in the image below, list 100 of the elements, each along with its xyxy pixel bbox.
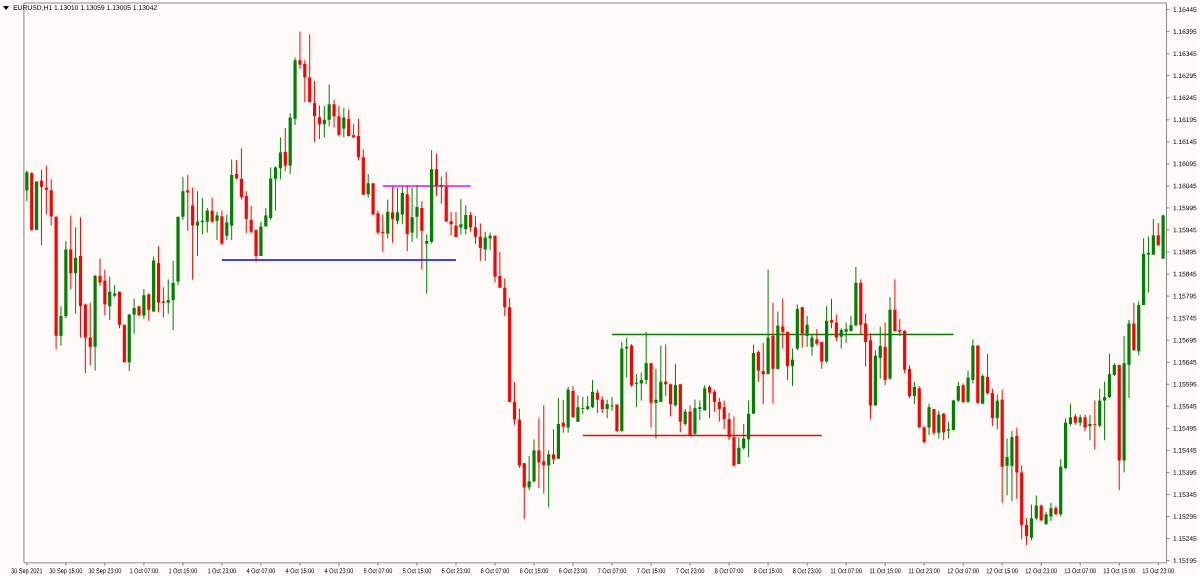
candlestick xyxy=(220,210,224,246)
candlestick xyxy=(78,216,83,339)
candlestick xyxy=(668,382,673,417)
candlestick xyxy=(449,211,453,236)
candlestick xyxy=(864,313,868,368)
candlestick xyxy=(912,381,916,405)
candlestick xyxy=(527,455,531,491)
candlestick xyxy=(561,399,565,434)
candlestick xyxy=(191,187,195,281)
candlestick xyxy=(1161,214,1165,260)
candlestick xyxy=(317,104,322,140)
candlestick xyxy=(717,397,721,423)
candlestick xyxy=(117,291,122,329)
candlestick xyxy=(366,173,370,199)
candlestick xyxy=(161,286,165,318)
candlestick xyxy=(1068,403,1073,427)
candlestick xyxy=(932,408,936,436)
candlestick xyxy=(30,171,34,232)
candlestick xyxy=(1137,300,1141,356)
candlestick xyxy=(961,382,965,404)
candlestick xyxy=(595,389,600,414)
candlestick xyxy=(239,147,244,201)
candlestick xyxy=(83,303,87,374)
candlestick xyxy=(181,176,185,221)
candlestick xyxy=(537,417,541,489)
candlestick xyxy=(337,105,341,137)
candlestick xyxy=(1093,400,1097,451)
candlestick xyxy=(937,410,941,440)
candlestick xyxy=(400,186,404,225)
candlestick xyxy=(654,368,658,440)
candlestick xyxy=(942,412,946,441)
candlestick xyxy=(746,400,751,458)
candlestick xyxy=(873,349,877,406)
candlestick xyxy=(405,185,409,252)
candlestick xyxy=(332,99,336,128)
candlestick xyxy=(410,187,414,243)
candlestick xyxy=(142,288,146,320)
candlestick xyxy=(166,278,170,315)
candlestick xyxy=(205,207,209,234)
candlestick xyxy=(390,186,395,244)
candlestick xyxy=(893,278,897,333)
candlestick xyxy=(186,174,190,232)
candlestick xyxy=(678,383,682,433)
candlestick xyxy=(430,149,434,245)
candlestick xyxy=(454,211,458,239)
candlestick xyxy=(1088,414,1092,441)
candlestick xyxy=(395,187,400,225)
candlestick xyxy=(1024,517,1029,546)
candlestick xyxy=(156,245,161,313)
candlestick xyxy=(176,215,180,286)
candlestick xyxy=(361,148,365,196)
candlestick xyxy=(927,403,931,436)
candlestick xyxy=(981,373,985,405)
candlestick xyxy=(1142,237,1146,306)
candlestick xyxy=(122,323,126,363)
candlestick xyxy=(215,211,219,241)
candlestick xyxy=(1063,417,1068,470)
candlestick xyxy=(425,233,429,295)
candlestick xyxy=(152,255,156,313)
candlestick xyxy=(39,169,44,246)
candlestick xyxy=(522,462,526,520)
candlestick xyxy=(615,404,619,433)
candlestick xyxy=(439,176,443,205)
candlestick xyxy=(342,107,346,138)
candlestick xyxy=(703,384,707,412)
candlestick xyxy=(1117,363,1121,491)
candlestick xyxy=(951,399,956,432)
candlestick xyxy=(571,385,575,418)
candlestick xyxy=(132,298,136,335)
candlestick xyxy=(244,190,248,234)
candlestick xyxy=(93,274,97,372)
candlestick xyxy=(854,266,858,328)
candlestick xyxy=(1098,388,1102,429)
candlestick xyxy=(503,278,507,317)
candlestick xyxy=(883,322,887,386)
candlestick xyxy=(108,276,112,321)
candlestick xyxy=(990,388,995,427)
candlestick xyxy=(786,330,790,381)
candlestick xyxy=(283,127,287,172)
candlestick xyxy=(673,363,678,407)
candlestick xyxy=(620,341,624,433)
candlestick xyxy=(327,84,331,127)
candlestick xyxy=(751,344,756,415)
candlestick xyxy=(312,80,317,143)
candlestick xyxy=(1020,464,1024,540)
candlestick xyxy=(473,215,478,245)
candlestick xyxy=(210,197,214,224)
candlestick xyxy=(25,170,29,202)
candlestick xyxy=(347,109,351,138)
candlestick xyxy=(49,178,53,227)
candlestick xyxy=(308,33,312,104)
candlestick xyxy=(1059,458,1063,518)
candlestick xyxy=(54,215,58,350)
candlestick xyxy=(551,428,556,465)
candlestick xyxy=(903,329,907,374)
candlestick xyxy=(59,305,63,347)
candlestick xyxy=(230,159,234,241)
candlestick xyxy=(127,313,131,372)
candlestick xyxy=(649,362,653,429)
candlestick xyxy=(517,408,521,469)
